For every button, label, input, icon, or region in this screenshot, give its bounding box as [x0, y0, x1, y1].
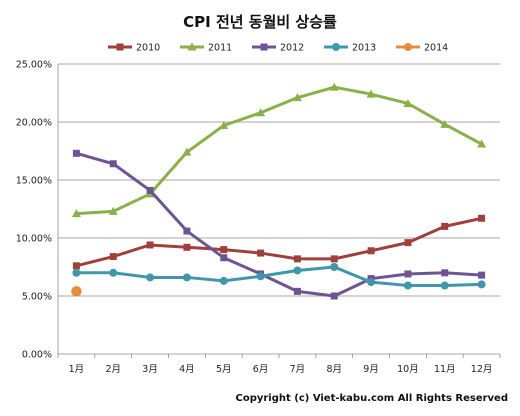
x-tick-label: 5月: [216, 364, 232, 375]
data-point: [187, 42, 197, 51]
series-2011: [71, 82, 487, 218]
data-point: [403, 281, 412, 290]
legend-item: 2011: [180, 42, 232, 54]
data-point: [329, 82, 339, 91]
series-2012: [72, 149, 486, 300]
data-point: [367, 247, 375, 255]
data-point: [367, 278, 376, 287]
data-point: [440, 119, 450, 128]
data-point: [366, 89, 376, 98]
legend-item: 2013: [324, 43, 376, 54]
series-2013: [72, 263, 486, 290]
data-point: [330, 292, 338, 300]
data-point: [116, 43, 124, 51]
series-2014: [71, 286, 82, 297]
series-line: [74, 216, 484, 268]
y-tick-label: 15.00%: [16, 176, 52, 187]
data-point: [293, 255, 301, 263]
x-tick-label: 4月: [179, 364, 195, 375]
legend-item: 2014: [396, 43, 448, 54]
data-point: [260, 43, 268, 51]
legend-label: 2011: [208, 43, 232, 54]
series-2010: [72, 214, 486, 270]
data-point: [330, 255, 338, 263]
chart-title: CPI 전년 동월비 상승률: [183, 13, 337, 31]
data-point: [109, 160, 117, 168]
x-tick-label: 10月: [397, 364, 419, 375]
data-point: [330, 263, 339, 271]
y-tick-label: 10.00%: [16, 234, 52, 245]
x-tick-label: 3月: [142, 364, 158, 375]
grid: [58, 63, 500, 297]
copyright-text: Copyright (c) Viet-kabu.com All Rights R…: [235, 393, 508, 404]
x-tick-label: 1月: [69, 364, 85, 375]
data-point: [108, 206, 118, 215]
axes: 0.00% 5.00% 10.00% 15.00% 20.00% 25.00% 1月 2月 3月…: [16, 60, 501, 375]
legend-label: 2012: [280, 43, 304, 54]
y-tick-label: 20.00%: [16, 118, 52, 129]
data-point: [477, 139, 487, 148]
data-point: [220, 254, 228, 262]
data-point: [293, 287, 301, 295]
y-tick-label: 0.00%: [22, 350, 52, 361]
data-point: [478, 214, 486, 222]
legend-label: 2013: [352, 43, 376, 54]
data-point: [182, 273, 191, 282]
data-point: [182, 147, 192, 156]
legend-label: 2010: [136, 43, 160, 54]
data-point: [109, 268, 118, 277]
legend-label: 2014: [424, 43, 448, 54]
data-point: [292, 93, 302, 102]
data-point: [72, 262, 80, 270]
data-point: [183, 227, 191, 235]
data-point: [404, 239, 412, 247]
data-point: [440, 281, 449, 290]
data-point: [441, 222, 449, 230]
data-point: [256, 108, 266, 117]
x-tick-label: 6月: [253, 364, 269, 375]
data-point: [256, 272, 265, 281]
legend-item: 2010: [108, 43, 160, 54]
data-point: [404, 270, 412, 278]
series-group: [71, 82, 487, 300]
data-point: [146, 186, 154, 194]
data-point: [109, 253, 117, 261]
data-point: [257, 249, 265, 257]
data-point: [219, 120, 229, 129]
data-point: [71, 286, 82, 297]
x-tick-label: 7月: [290, 364, 306, 375]
data-point: [478, 271, 486, 279]
x-tick-label: 9月: [363, 364, 379, 375]
data-point: [404, 43, 412, 51]
x-tick-label: 11月: [434, 364, 456, 375]
x-tick-label: 2月: [105, 364, 121, 375]
data-point: [183, 243, 191, 251]
series-line: [74, 151, 484, 298]
data-point: [220, 246, 228, 254]
series-line: [74, 85, 484, 216]
data-point: [146, 241, 154, 249]
data-point: [293, 266, 302, 275]
data-point: [72, 268, 81, 277]
legend-item: 2012: [252, 43, 304, 54]
legend: 2010 2011 2012 2013 2014: [108, 42, 448, 54]
data-point: [477, 280, 486, 289]
data-point: [146, 273, 155, 282]
y-tick-label: 5.00%: [22, 292, 52, 303]
data-point: [441, 269, 449, 277]
data-point: [332, 43, 340, 51]
data-point: [403, 98, 413, 107]
series-line: [74, 265, 484, 288]
x-tick-label: 8月: [326, 364, 342, 375]
data-point: [71, 209, 81, 218]
data-point: [219, 276, 228, 285]
data-point: [72, 149, 80, 157]
y-tick-label: 25.00%: [16, 60, 52, 71]
x-tick-label: 12月: [471, 364, 493, 375]
